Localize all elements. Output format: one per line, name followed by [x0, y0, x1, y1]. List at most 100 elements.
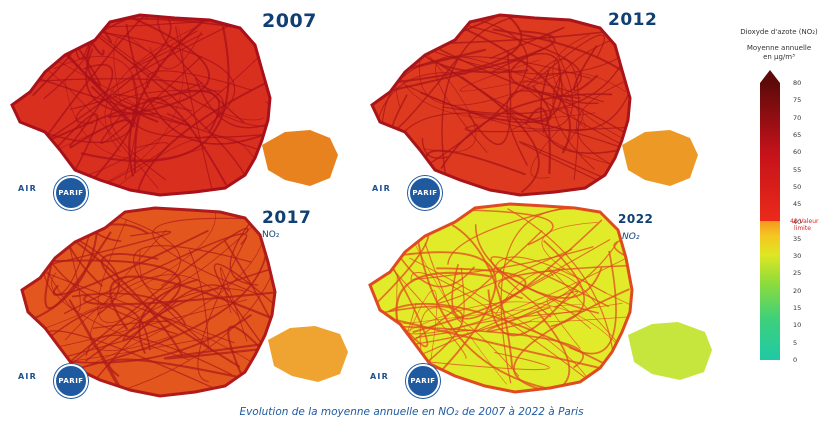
legend-tick-label: 30	[793, 252, 802, 261]
road-line	[489, 26, 565, 60]
road-line	[85, 334, 233, 376]
bois-de-vincennes	[262, 130, 338, 186]
road-line	[493, 256, 607, 294]
road-line	[409, 289, 438, 388]
road-line	[188, 249, 209, 350]
road-line	[461, 58, 630, 132]
bois-de-vincennes	[268, 326, 348, 382]
logo-text: AIR	[370, 372, 389, 381]
road-line	[390, 267, 467, 359]
logo-circle-text: PARIF	[58, 377, 84, 385]
color-scale-legend: Dioxyde d'azote (NO₂) Moyenne annuelle e…	[735, 0, 823, 380]
road-line	[100, 55, 203, 144]
road-line	[527, 58, 580, 180]
road-line	[57, 320, 172, 360]
legend-tick-label: 5	[793, 338, 798, 347]
road-line	[467, 53, 512, 146]
year-label-2012: 2012	[608, 10, 658, 30]
road-line	[57, 299, 248, 348]
map-panel-2022: 2022 NO₂ AIR PARIF	[360, 200, 720, 400]
road-line	[474, 224, 600, 315]
road-line	[412, 245, 594, 281]
legend-tick-label: 0	[793, 356, 798, 364]
road-line	[68, 299, 129, 396]
road-line	[197, 237, 247, 383]
legend-tick-label: 75	[793, 96, 802, 105]
road-line	[373, 241, 618, 350]
road-line	[449, 20, 583, 100]
road-line	[513, 288, 630, 392]
logo-circle: PARIF	[54, 176, 88, 210]
road-line	[146, 70, 252, 91]
color-bar	[760, 70, 780, 360]
legend-subtitle: Moyenne annuelle en µg/m³	[735, 44, 823, 62]
road-line	[552, 34, 630, 157]
road-line	[63, 26, 236, 119]
road-line	[132, 102, 268, 139]
road-line	[36, 77, 190, 126]
road-line	[412, 267, 527, 334]
airparif-logo: AIR PARIF	[370, 364, 440, 398]
road-line	[391, 244, 476, 288]
road-line	[129, 30, 204, 70]
airparif-logo: AIR PARIF	[372, 176, 442, 210]
limit-label: 40 Valeur limite	[790, 218, 819, 232]
road-line	[573, 45, 599, 92]
pollutant-label-2017: NO₂	[262, 230, 280, 240]
road-line	[451, 224, 514, 369]
road-line	[441, 15, 563, 183]
road-line	[85, 261, 275, 362]
pollutant-label-2022: NO₂	[622, 232, 640, 242]
road-line	[68, 64, 114, 147]
logo-text: AIR	[18, 184, 37, 193]
road-line	[108, 358, 275, 387]
limit-label-line1: 40 Valeur	[790, 218, 819, 225]
legend-tick-label: 10	[793, 321, 802, 330]
road-line	[123, 56, 264, 121]
road-line	[95, 31, 270, 127]
road-line	[447, 204, 595, 265]
map-panel-2012: 2012 AIR PARIF	[360, 0, 720, 210]
road-line	[163, 341, 275, 360]
road-line	[133, 96, 228, 186]
road-line	[89, 28, 184, 191]
color-bar-arrow	[760, 70, 780, 83]
logo-circle: PARIF	[406, 364, 440, 398]
road-line	[37, 15, 172, 147]
road-line	[442, 54, 627, 115]
logo-text: AIR	[372, 184, 391, 193]
logo-text: AIR	[18, 372, 37, 381]
road-line	[374, 303, 585, 328]
road-line	[195, 78, 270, 129]
paris-map-2017	[20, 206, 348, 398]
limit-label-line2: limite	[794, 225, 811, 232]
road-line	[265, 101, 270, 128]
road-line	[424, 242, 465, 322]
year-label-2017: 2017	[262, 208, 312, 228]
road-line	[530, 126, 562, 179]
legend-tick-label: 80	[793, 79, 802, 87]
road-line	[175, 26, 214, 193]
logo-circle: PARIF	[408, 176, 442, 210]
legend-tick-label: 25	[793, 269, 802, 278]
logo-circle-text: PARIF	[412, 189, 438, 197]
legend-tick-label: 55	[793, 165, 802, 174]
road-line	[506, 90, 630, 166]
road-line	[460, 59, 560, 92]
legend-tick-label: 65	[793, 130, 802, 139]
city-area	[370, 13, 632, 197]
road-line	[492, 28, 630, 120]
road-line	[80, 26, 230, 163]
map-panel-2017: 2017 NO₂ AIR PARIF	[0, 200, 360, 400]
road-line	[22, 210, 216, 345]
road-line	[509, 48, 581, 100]
paris-map-2007	[10, 13, 338, 197]
road-line	[109, 275, 275, 331]
road-line	[487, 281, 581, 337]
road-line	[122, 281, 180, 341]
road-line	[497, 264, 632, 300]
road-line	[37, 82, 204, 159]
road-line	[133, 245, 252, 351]
road-line	[451, 219, 603, 320]
legend-tick-label: 60	[793, 148, 802, 157]
